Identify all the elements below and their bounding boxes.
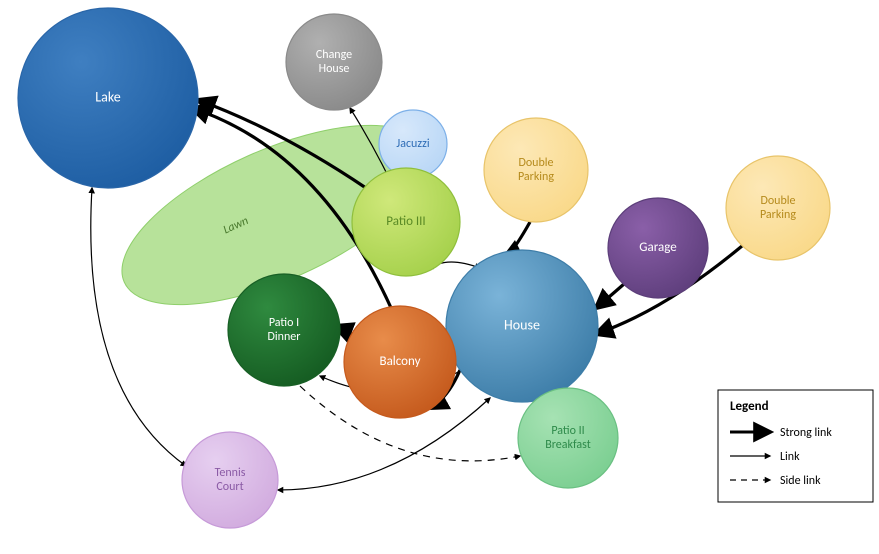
node-balcony: Balcony [344, 306, 456, 418]
legend-label-2: Side link [780, 474, 821, 488]
legend-label-1: Link [780, 450, 800, 464]
node-tennis-court: TennisCourt [182, 432, 278, 528]
legend-label-0: Strong link [780, 426, 832, 440]
node-house: House [446, 250, 598, 402]
node-patio-i-dinner: Patio IDinner [228, 274, 340, 386]
node-change-house: ChangeHouse [286, 14, 382, 110]
node-double-parking-1: DoubleParking [484, 118, 588, 222]
node-garage: Garage [608, 198, 708, 298]
node-jacuzzi: Jacuzzi [379, 110, 447, 178]
bubble-diagram: Lawn LakeChangeHouseJacuzziDoubleParking… [0, 0, 879, 554]
legend: Legend Strong link Link Side link [718, 390, 873, 502]
legend-title: Legend [730, 399, 769, 414]
node-patio-iii: Patio III [352, 168, 460, 276]
node-patio-ii-bkfst: Patio IIBreakfast [518, 388, 618, 488]
node-lake: Lake [18, 8, 198, 188]
node-double-parking-2: DoubleParking [726, 156, 830, 260]
edge-garage-house [596, 284, 624, 308]
